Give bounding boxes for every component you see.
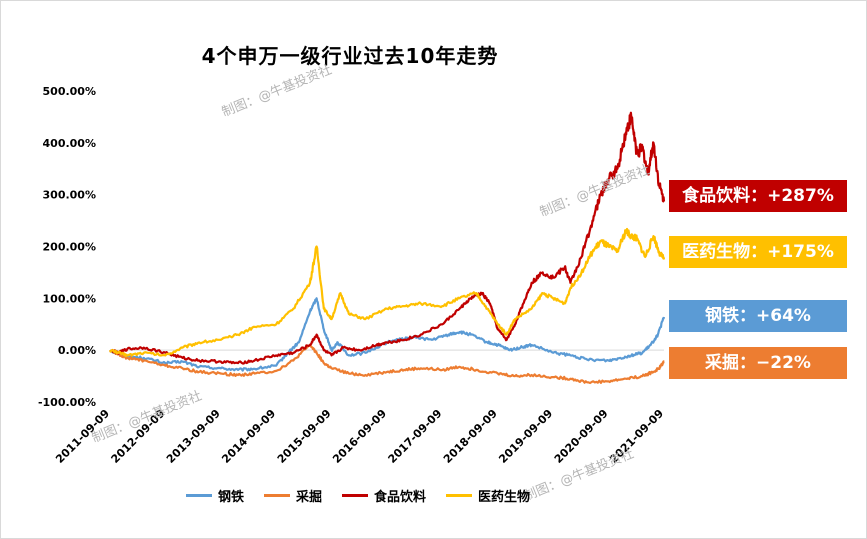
y-tick-label: -100.00% — [38, 396, 96, 409]
x-tick-label: 2013-09-09 — [164, 407, 223, 466]
legend-item-food-beverage[interactable]: 食品饮料 — [342, 486, 426, 505]
legend-label: 钢铁 — [218, 490, 245, 505]
legend-label: 采掘 — [296, 490, 323, 505]
x-tick-label: 2017-09-09 — [386, 407, 445, 466]
end-label-pharma: 医药生物：+175% — [669, 236, 847, 268]
legend-swatch — [264, 494, 291, 497]
x-tick-label: 2018-09-09 — [441, 407, 500, 466]
x-tick-label: 2016-09-09 — [330, 407, 389, 466]
y-tick-label: 300.00% — [43, 189, 96, 202]
x-tick-label: 2019-09-09 — [496, 407, 555, 466]
x-tick-label: 2014-09-09 — [219, 407, 278, 466]
legend-label: 医药生物 — [478, 490, 531, 505]
legend-swatch — [446, 494, 473, 497]
y-tick-label: 500.00% — [43, 85, 96, 98]
end-label-steel: 钢铁：+64% — [669, 300, 847, 332]
y-tick-label: 0.00% — [58, 344, 96, 357]
chart-title: 4个申万一级行业过去10年走势 — [201, 44, 499, 68]
end-label-mining: 采掘：−22% — [669, 347, 847, 379]
y-tick-label: 100.00% — [43, 292, 96, 305]
series-line — [109, 111, 666, 365]
legend-item-mining[interactable]: 采掘 — [264, 486, 322, 505]
legend-label: 食品饮料 — [374, 490, 427, 505]
chart-legend: 钢铁 采掘 食品饮料 医药生物 — [186, 486, 530, 505]
y-tick-label: 200.00% — [43, 241, 96, 254]
end-label-food-beverage: 食品饮料：+287% — [669, 180, 847, 212]
series-line — [108, 227, 666, 358]
x-tick-label: 2015-09-09 — [275, 407, 334, 466]
legend-swatch — [342, 494, 369, 497]
series-line — [109, 343, 665, 385]
legend-swatch — [186, 494, 212, 497]
legend-item-pharma[interactable]: 医药生物 — [446, 486, 530, 505]
legend-item-steel[interactable]: 钢铁 — [186, 486, 244, 505]
y-tick-label: 400.00% — [43, 137, 96, 150]
